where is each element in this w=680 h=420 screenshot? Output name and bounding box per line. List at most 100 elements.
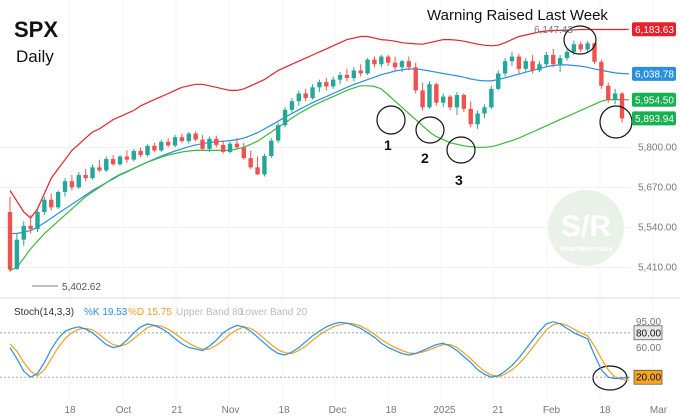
candle-body	[97, 167, 102, 171]
candle	[599, 59, 604, 89]
candle	[509, 51, 515, 66]
symbol-title: SPX	[14, 17, 58, 42]
candle	[358, 64, 363, 77]
legend-k: %K 19.53	[84, 307, 128, 318]
candle	[7, 196, 13, 272]
price-tag-middle	[632, 66, 676, 81]
candle	[234, 138, 240, 149]
candle-body	[138, 151, 143, 156]
candle	[186, 131, 191, 144]
candle-body	[330, 79, 336, 87]
price-tags: 6,183.63 6,038.78 5,954.50 5,893.94	[632, 22, 676, 126]
candle-body	[269, 140, 274, 156]
stoch-k-line	[9, 321, 629, 380]
candle	[365, 58, 370, 76]
candle-body	[104, 159, 109, 171]
candle-body	[551, 55, 556, 65]
touch-label-3: 3	[455, 172, 463, 188]
candle	[475, 110, 480, 129]
middle-band-line	[10, 64, 629, 235]
candle-body	[612, 93, 618, 100]
time-tick-label: 18	[385, 405, 397, 416]
candle	[269, 138, 274, 159]
candle	[55, 190, 61, 209]
stoch-tick-label: 80.00	[636, 328, 661, 339]
candle	[165, 138, 171, 148]
time-tick-label: Feb	[543, 405, 561, 416]
price-tag-lower	[632, 92, 676, 107]
candle-body	[475, 113, 480, 125]
candle-body	[592, 43, 597, 62]
candle-body	[406, 61, 412, 68]
candle	[427, 81, 432, 109]
touch-label-1: 1	[384, 137, 392, 153]
circle-touch-2	[415, 116, 445, 144]
candle-body	[200, 139, 205, 149]
candle-body	[303, 93, 308, 99]
candle-body	[55, 191, 61, 208]
candle	[386, 55, 391, 66]
candle	[28, 215, 33, 234]
candle	[69, 175, 75, 191]
candle	[262, 153, 267, 177]
price-tick-label: 5,800.00	[638, 142, 677, 153]
candle	[523, 58, 528, 72]
candle-body	[76, 175, 81, 188]
candle-body	[427, 84, 432, 108]
candle	[557, 55, 563, 72]
circle-touch-3	[446, 136, 476, 164]
candle	[179, 133, 185, 143]
candle-body	[214, 138, 219, 145]
time-tick-label: Oct	[116, 405, 132, 416]
candle	[62, 178, 68, 197]
candle-body	[248, 158, 253, 168]
circle-last	[599, 105, 633, 139]
candle	[227, 141, 233, 154]
candle-body	[186, 133, 191, 142]
candle	[152, 142, 157, 152]
candle	[337, 71, 343, 85]
candle-body	[324, 82, 329, 87]
candle	[138, 147, 143, 158]
candle	[434, 82, 439, 106]
candle	[447, 95, 453, 111]
price-tag-upper	[632, 22, 676, 37]
candle	[97, 159, 102, 172]
candle	[193, 131, 198, 142]
candle-body	[544, 55, 549, 65]
candle	[330, 76, 336, 89]
candle-body	[523, 61, 528, 69]
candle	[104, 156, 109, 172]
candle-body	[145, 145, 150, 156]
candle	[454, 91, 460, 116]
candle-body	[172, 137, 178, 146]
candle	[399, 59, 405, 72]
stoch-tick-label: 60.00	[636, 343, 661, 354]
price-tick-label: 5,410.00	[638, 262, 677, 273]
candle	[379, 55, 384, 68]
candle-body	[399, 61, 405, 68]
candle-body	[496, 73, 501, 89]
time-tick-label: 21	[171, 405, 183, 416]
circle-warning	[563, 25, 597, 55]
candle	[248, 150, 253, 169]
candle	[172, 135, 178, 148]
candle-body	[124, 156, 130, 160]
candle	[131, 148, 136, 162]
candle	[14, 233, 20, 270]
candle	[124, 150, 130, 163]
candle-body	[413, 67, 418, 91]
time-tick-label: 18	[278, 405, 290, 416]
price-tick-label: 5,540.00	[638, 222, 677, 233]
candle-body	[482, 107, 487, 114]
candle	[220, 140, 226, 154]
candle	[324, 78, 329, 91]
candle	[282, 107, 288, 128]
stoch-legend: Stoch(14,3,3) %K 19.53 %D 15.75 Upper Ba…	[14, 307, 308, 318]
candle-body	[454, 95, 460, 108]
candle-body	[159, 141, 164, 151]
candle	[489, 85, 494, 109]
candle	[496, 70, 501, 91]
